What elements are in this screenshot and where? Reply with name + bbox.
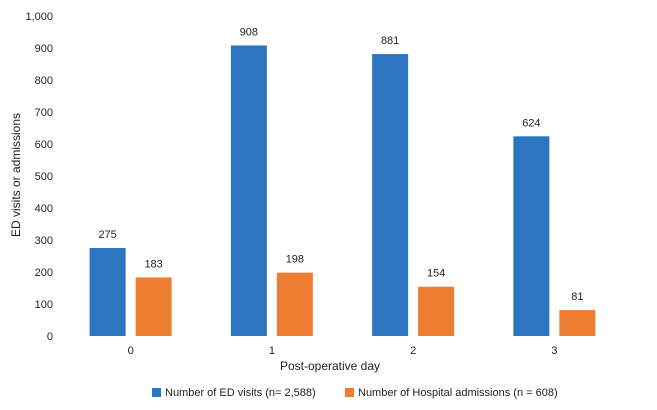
bar: [90, 248, 126, 336]
y-tick-label: 800: [35, 75, 53, 87]
data-label: 624: [522, 117, 540, 129]
y-tick-label: 600: [35, 139, 53, 151]
y-tick-label: 0: [47, 331, 53, 343]
x-tick-label: 2: [410, 345, 416, 357]
bar: [231, 45, 267, 336]
x-axis-ticks: 0 1 2 3: [128, 345, 558, 357]
bars: [90, 45, 596, 336]
y-tick-label: 700: [35, 107, 53, 119]
y-axis-title: ED visits or admissions: [9, 113, 23, 237]
bar: [136, 277, 172, 336]
y-tick-label: 300: [35, 235, 53, 247]
data-label: 275: [98, 229, 116, 241]
legend-label: Number of Hospital admissions (n = 608): [358, 387, 558, 399]
legend: Number of ED visits (n= 2,588) Number of …: [152, 387, 558, 399]
data-labels: 275 183 908 198 881 154 624 81: [98, 26, 583, 303]
data-label: 198: [286, 254, 304, 266]
y-tick-label: 900: [35, 43, 53, 55]
data-label: 908: [240, 26, 258, 38]
x-axis-title: Post-operative day: [280, 359, 380, 373]
data-label: 183: [144, 258, 162, 270]
legend-label: Number of ED visits (n= 2,588): [165, 387, 316, 399]
bar: [418, 287, 454, 336]
y-axis-ticks: 0 100 200 300 400 500 600 700 800 900 1,000: [25, 11, 53, 343]
y-tick-label: 400: [35, 203, 53, 215]
bar: [559, 310, 595, 336]
legend-swatch: [345, 388, 354, 397]
y-tick-label: 1,000: [25, 11, 53, 23]
data-label: 154: [427, 268, 445, 280]
x-tick-label: 1: [269, 345, 275, 357]
x-tick-label: 3: [551, 345, 557, 357]
y-tick-label: 200: [35, 267, 53, 279]
x-tick-label: 0: [128, 345, 134, 357]
y-tick-label: 500: [35, 171, 53, 183]
data-label: 81: [571, 291, 583, 303]
bar: [277, 273, 313, 336]
bar: [513, 136, 549, 336]
data-label: 881: [381, 35, 399, 47]
y-tick-label: 100: [35, 299, 53, 311]
legend-swatch: [152, 388, 161, 397]
bar: [372, 54, 408, 336]
